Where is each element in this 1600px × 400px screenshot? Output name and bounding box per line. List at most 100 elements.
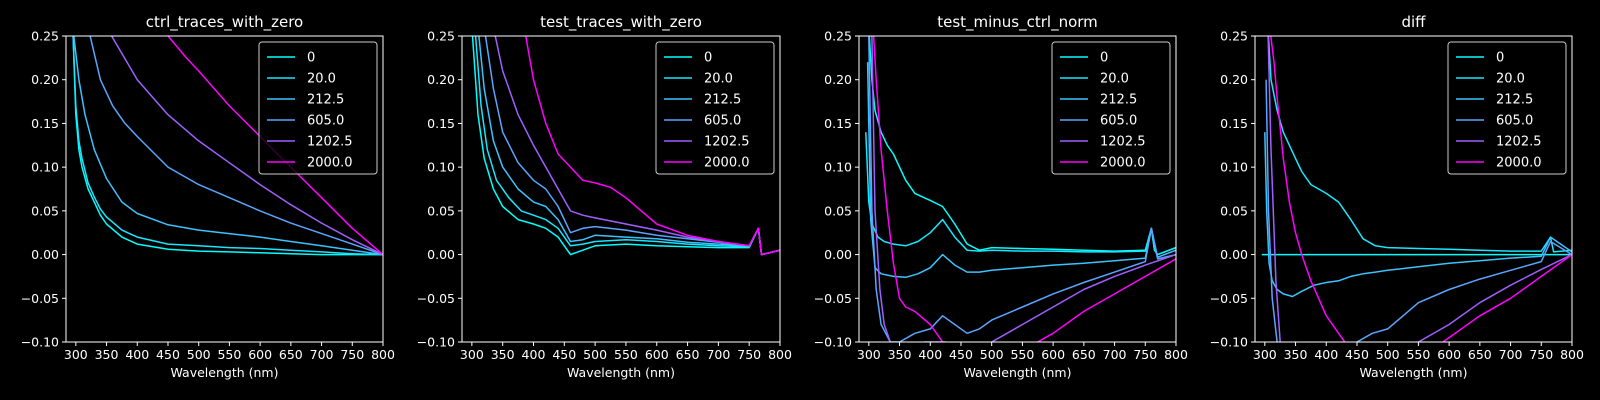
legend-entry: 0	[1100, 51, 1108, 66]
axes-frame	[1254, 35, 1573, 343]
legend-entry: 20.0	[307, 72, 336, 87]
x-tick-label: 750	[340, 347, 364, 362]
y-tick-label: 0.15	[427, 116, 455, 131]
y-tick-label: −0.05	[417, 291, 455, 306]
x-tick-label: 550	[1010, 347, 1034, 362]
x-tick-label: 700	[1499, 347, 1523, 362]
y-tick-label: 0.25	[824, 29, 852, 44]
y-tick-label: 0.10	[824, 160, 852, 175]
x-tick-label: 450	[1345, 347, 1369, 362]
legend-box	[1051, 41, 1171, 175]
x-tick-label: 750	[737, 347, 761, 362]
x-tick-label: 550	[1406, 347, 1430, 362]
legend-box	[655, 41, 775, 175]
legend-entry: 20.0	[1496, 72, 1525, 87]
y-tick-label: 0.05	[1220, 203, 1248, 218]
legend-entry: 1202.5	[307, 135, 353, 150]
x-tick-label: 700	[1103, 347, 1127, 362]
x-tick-label: 650	[1468, 347, 1492, 362]
chart-panel-1: 300 350 400 450 500 550 600 650 700 750 800 −0.10 −0…	[21, 13, 395, 380]
x-tick-label: 500	[187, 347, 211, 362]
chart-panel-4: 300 350 400 450 500 550 600 650 700 750 800 −0.10 −0…	[1210, 13, 1584, 380]
y-tick-label: −0.05	[21, 291, 59, 306]
series-line-1202.5	[110, 36, 383, 256]
y-tick-label: −0.10	[814, 335, 852, 350]
legend-entry: 2000.0	[307, 156, 353, 171]
series-line-1202.5	[1267, 36, 1572, 342]
series-line-212.5	[866, 62, 1176, 279]
series-group	[72, 36, 383, 256]
y-tick-label: −0.10	[21, 335, 59, 350]
x-tick-label: 400	[918, 347, 942, 362]
legend-entry: 1202.5	[1496, 135, 1542, 150]
y-tick-label: −0.10	[417, 335, 455, 350]
y-tick-label: 0.15	[31, 116, 59, 131]
chart-panel-3: 300 350 400 450 500 550 600 650 700 750 800 −0.10 −0…	[814, 13, 1188, 380]
x-tick-label: 600	[1437, 347, 1461, 362]
chart-title: test_minus_ctrl_norm	[937, 13, 1098, 32]
x-axis-label: Wavelength (nm)	[1360, 365, 1468, 380]
y-tick-label: 0.20	[1220, 72, 1248, 87]
series-line-0	[471, 36, 780, 256]
legend-entry: 2000.0	[704, 156, 750, 171]
x-tick-label: 350	[491, 347, 515, 362]
y-tick-label: 0.05	[427, 203, 455, 218]
x-tick-label: 750	[1133, 347, 1157, 362]
legend-entry: 605.0	[1496, 114, 1533, 129]
x-tick-label: 450	[156, 347, 180, 362]
x-tick-label: 500	[1376, 347, 1400, 362]
x-tick-label: 650	[279, 347, 303, 362]
y-tick-label: 0.15	[824, 116, 852, 131]
x-tick-label: 400	[522, 347, 546, 362]
y-tick-label: 0.00	[1220, 247, 1248, 262]
x-tick-label: 450	[552, 347, 576, 362]
series-line-605.0	[868, 36, 1176, 342]
legend-entry: 605.0	[704, 114, 741, 129]
legend-entry: 212.5	[1100, 93, 1137, 108]
series-line-212.5	[73, 36, 383, 256]
x-tick-label: 500	[980, 347, 1004, 362]
legend-entry: 20.0	[1100, 72, 1129, 87]
y-tick-label: −0.05	[814, 291, 852, 306]
legend-entry: 605.0	[307, 114, 344, 129]
axes-frame	[858, 35, 1177, 343]
x-tick-label: 700	[706, 347, 730, 362]
x-tick-label: 300	[460, 347, 484, 362]
x-tick-label: 800	[371, 347, 395, 362]
chart-panel-2: 300 350 400 450 500 550 600 650 700 750 800 −0.10 −0…	[417, 13, 792, 380]
x-tick-label: 300	[857, 347, 881, 362]
legend-entry: 605.0	[1100, 114, 1137, 129]
y-tick-label: 0.20	[427, 72, 455, 87]
legend-entry: 0	[704, 51, 712, 66]
y-tick-label: 0.20	[824, 72, 852, 87]
axes-frame	[65, 35, 384, 343]
x-axis-label: Wavelength (nm)	[964, 365, 1072, 380]
series-group	[471, 36, 780, 256]
series-line-2000.0	[167, 36, 383, 256]
x-tick-label: 600	[1041, 347, 1065, 362]
x-tick-label: 650	[676, 347, 700, 362]
legend-entry: 212.5	[704, 93, 741, 108]
legend-entry: 212.5	[307, 93, 344, 108]
legend-entry: 2000.0	[1496, 156, 1542, 171]
y-tick-label: 0.10	[31, 160, 59, 175]
x-tick-label: 750	[1529, 347, 1553, 362]
x-tick-label: 650	[1072, 347, 1096, 362]
x-tick-label: 600	[645, 347, 669, 362]
x-tick-label: 400	[125, 347, 149, 362]
legend-entry: 0	[307, 51, 315, 66]
series-line-20.0	[865, 132, 1176, 256]
x-tick-label: 300	[1253, 347, 1277, 362]
x-tick-label: 800	[768, 347, 792, 362]
y-tick-label: −0.05	[1210, 291, 1248, 306]
x-tick-label: 800	[1164, 347, 1188, 362]
series-line-2000.0	[524, 36, 780, 256]
legend-box	[1447, 41, 1567, 175]
y-tick-label: 0.15	[1220, 116, 1248, 131]
chart-title: test_traces_with_zero	[540, 13, 702, 32]
series-line-2000.0	[872, 36, 1176, 342]
y-tick-label: 0.25	[1220, 29, 1248, 44]
legend: 0 20.0 212.5 605.0 1202.5 2000.0	[1051, 41, 1171, 175]
x-tick-label: 350	[95, 347, 119, 362]
